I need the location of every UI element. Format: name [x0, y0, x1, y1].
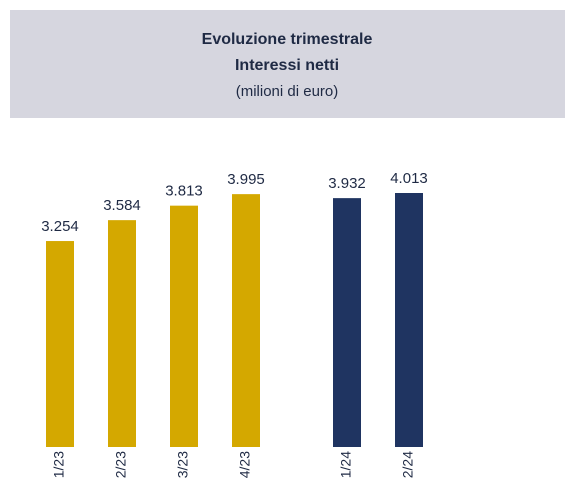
chart-subtitle: Interessi netti [235, 57, 339, 74]
value-label: 3.584 [103, 197, 141, 214]
x-tick-label: 4/23 [237, 451, 253, 478]
x-tick-label: 3/23 [175, 451, 191, 478]
bar [333, 198, 361, 447]
bar [108, 220, 136, 447]
bar [46, 241, 74, 447]
value-label: 3.995 [227, 171, 265, 188]
value-label: 4.013 [390, 170, 428, 187]
value-label: 3.932 [328, 175, 366, 192]
x-tick-label: 1/23 [51, 451, 67, 478]
unit-note: (milioni di euro) [236, 83, 339, 100]
chart-title: Evoluzione trimestrale [202, 31, 373, 48]
x-tick-label: 2/24 [400, 451, 416, 478]
value-label: 3.254 [41, 218, 79, 235]
bar [232, 194, 260, 447]
x-tick-label: 2/23 [113, 451, 129, 478]
bar [395, 193, 423, 447]
x-tick-label: 1/24 [338, 451, 354, 478]
title-box [10, 10, 565, 118]
value-label: 3.813 [165, 183, 203, 200]
bar [170, 205, 198, 447]
